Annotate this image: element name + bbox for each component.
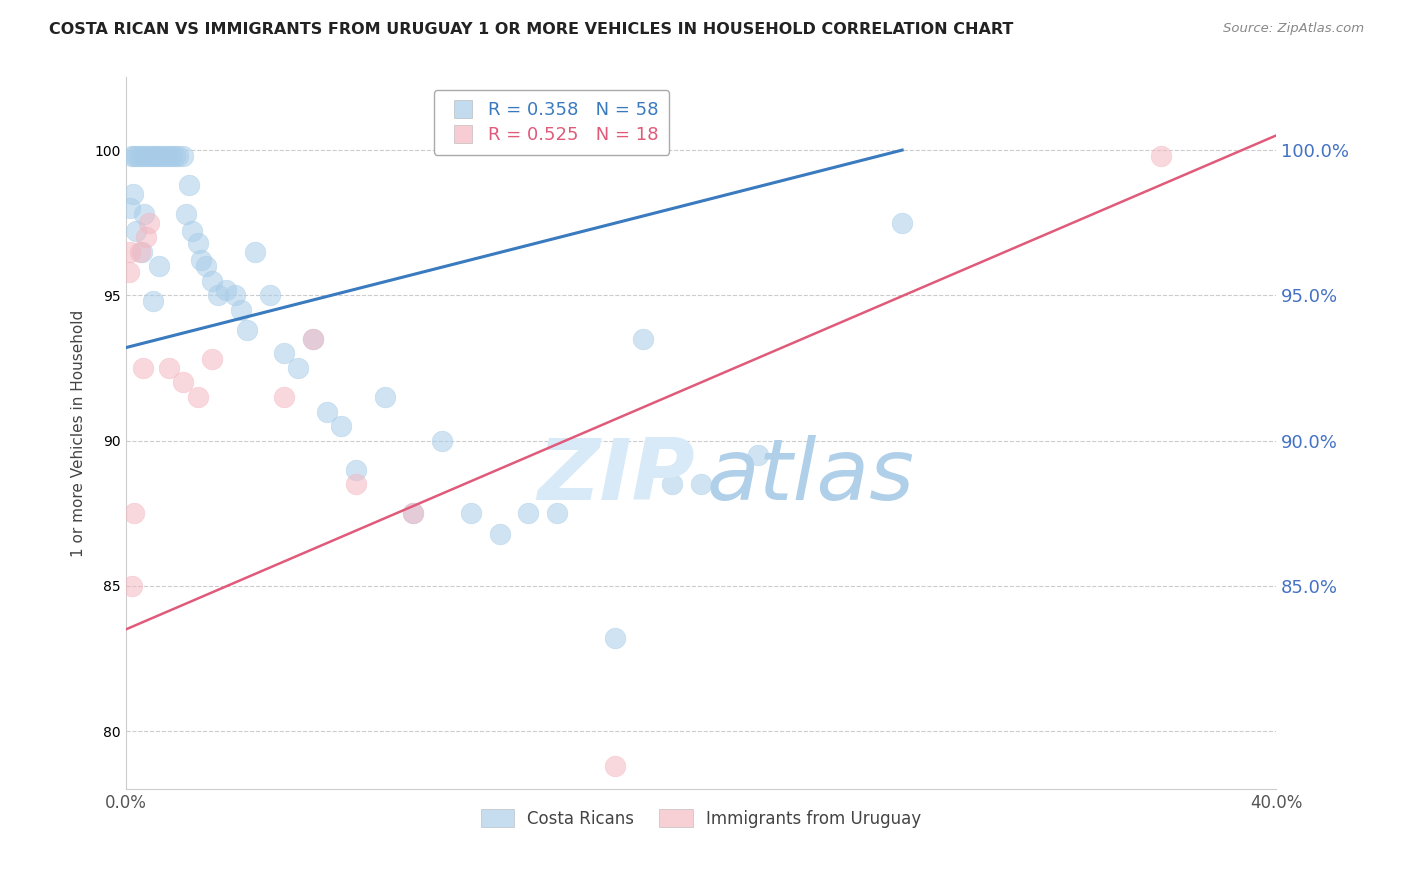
Point bbox=[125, 224, 148, 238]
Point bbox=[301, 332, 323, 346]
Point bbox=[163, 149, 186, 163]
Point bbox=[127, 149, 149, 163]
Point bbox=[546, 506, 568, 520]
Point bbox=[287, 361, 309, 376]
Point bbox=[245, 244, 267, 259]
Point bbox=[135, 230, 157, 244]
Point bbox=[207, 288, 229, 302]
Point bbox=[259, 288, 281, 302]
Point bbox=[148, 260, 170, 274]
Point bbox=[603, 759, 626, 773]
Point bbox=[146, 149, 169, 163]
Point bbox=[132, 361, 155, 376]
Point bbox=[273, 390, 295, 404]
Point bbox=[224, 288, 246, 302]
Text: COSTA RICAN VS IMMIGRANTS FROM URUGUAY 1 OR MORE VEHICLES IN HOUSEHOLD CORRELATI: COSTA RICAN VS IMMIGRANTS FROM URUGUAY 1… bbox=[49, 22, 1014, 37]
Text: ZIP: ZIP bbox=[537, 434, 695, 517]
Point bbox=[172, 149, 194, 163]
Point bbox=[135, 149, 157, 163]
Point bbox=[138, 149, 160, 163]
Point bbox=[141, 149, 163, 163]
Point bbox=[316, 404, 339, 418]
Point bbox=[129, 149, 152, 163]
Point bbox=[124, 506, 146, 520]
Point bbox=[155, 149, 177, 163]
Point bbox=[661, 477, 683, 491]
Point bbox=[124, 149, 146, 163]
Point bbox=[330, 419, 353, 434]
Legend: Costa Ricans, Immigrants from Uruguay: Costa Ricans, Immigrants from Uruguay bbox=[474, 803, 928, 834]
Point bbox=[633, 332, 655, 346]
Point bbox=[201, 274, 224, 288]
Point bbox=[187, 390, 209, 404]
Point bbox=[174, 207, 197, 221]
Point bbox=[235, 323, 257, 337]
Text: atlas: atlas bbox=[707, 434, 915, 517]
Point bbox=[187, 235, 209, 250]
Point bbox=[402, 506, 425, 520]
Point bbox=[689, 477, 711, 491]
Point bbox=[160, 149, 183, 163]
Point bbox=[374, 390, 396, 404]
Point bbox=[891, 216, 914, 230]
Point bbox=[157, 361, 180, 376]
Point bbox=[166, 149, 188, 163]
Point bbox=[603, 631, 626, 645]
Point bbox=[142, 294, 165, 309]
Point bbox=[747, 448, 769, 462]
Point bbox=[229, 302, 252, 317]
Point bbox=[517, 506, 540, 520]
Point bbox=[177, 178, 200, 192]
Point bbox=[402, 506, 425, 520]
Text: Source: ZipAtlas.com: Source: ZipAtlas.com bbox=[1223, 22, 1364, 36]
Point bbox=[121, 579, 143, 593]
Point bbox=[344, 463, 367, 477]
Y-axis label: 1 or more Vehicles in Household: 1 or more Vehicles in Household bbox=[72, 310, 86, 557]
Point bbox=[273, 346, 295, 360]
Point bbox=[134, 207, 156, 221]
Point bbox=[195, 260, 218, 274]
Point bbox=[149, 149, 172, 163]
Point bbox=[132, 149, 155, 163]
Point bbox=[488, 526, 510, 541]
Point bbox=[201, 352, 224, 367]
Point bbox=[215, 283, 238, 297]
Point bbox=[190, 253, 212, 268]
Point bbox=[138, 216, 160, 230]
Point bbox=[143, 149, 166, 163]
Point bbox=[157, 149, 180, 163]
Point bbox=[121, 149, 143, 163]
Point bbox=[460, 506, 482, 520]
Point bbox=[1150, 149, 1173, 163]
Point bbox=[430, 434, 453, 448]
Point bbox=[118, 265, 141, 279]
Point bbox=[122, 186, 145, 201]
Point bbox=[129, 244, 152, 259]
Point bbox=[301, 332, 323, 346]
Point bbox=[131, 244, 153, 259]
Point bbox=[120, 244, 142, 259]
Point bbox=[120, 201, 142, 215]
Point bbox=[344, 477, 367, 491]
Point bbox=[172, 376, 194, 390]
Point bbox=[181, 224, 204, 238]
Point bbox=[152, 149, 174, 163]
